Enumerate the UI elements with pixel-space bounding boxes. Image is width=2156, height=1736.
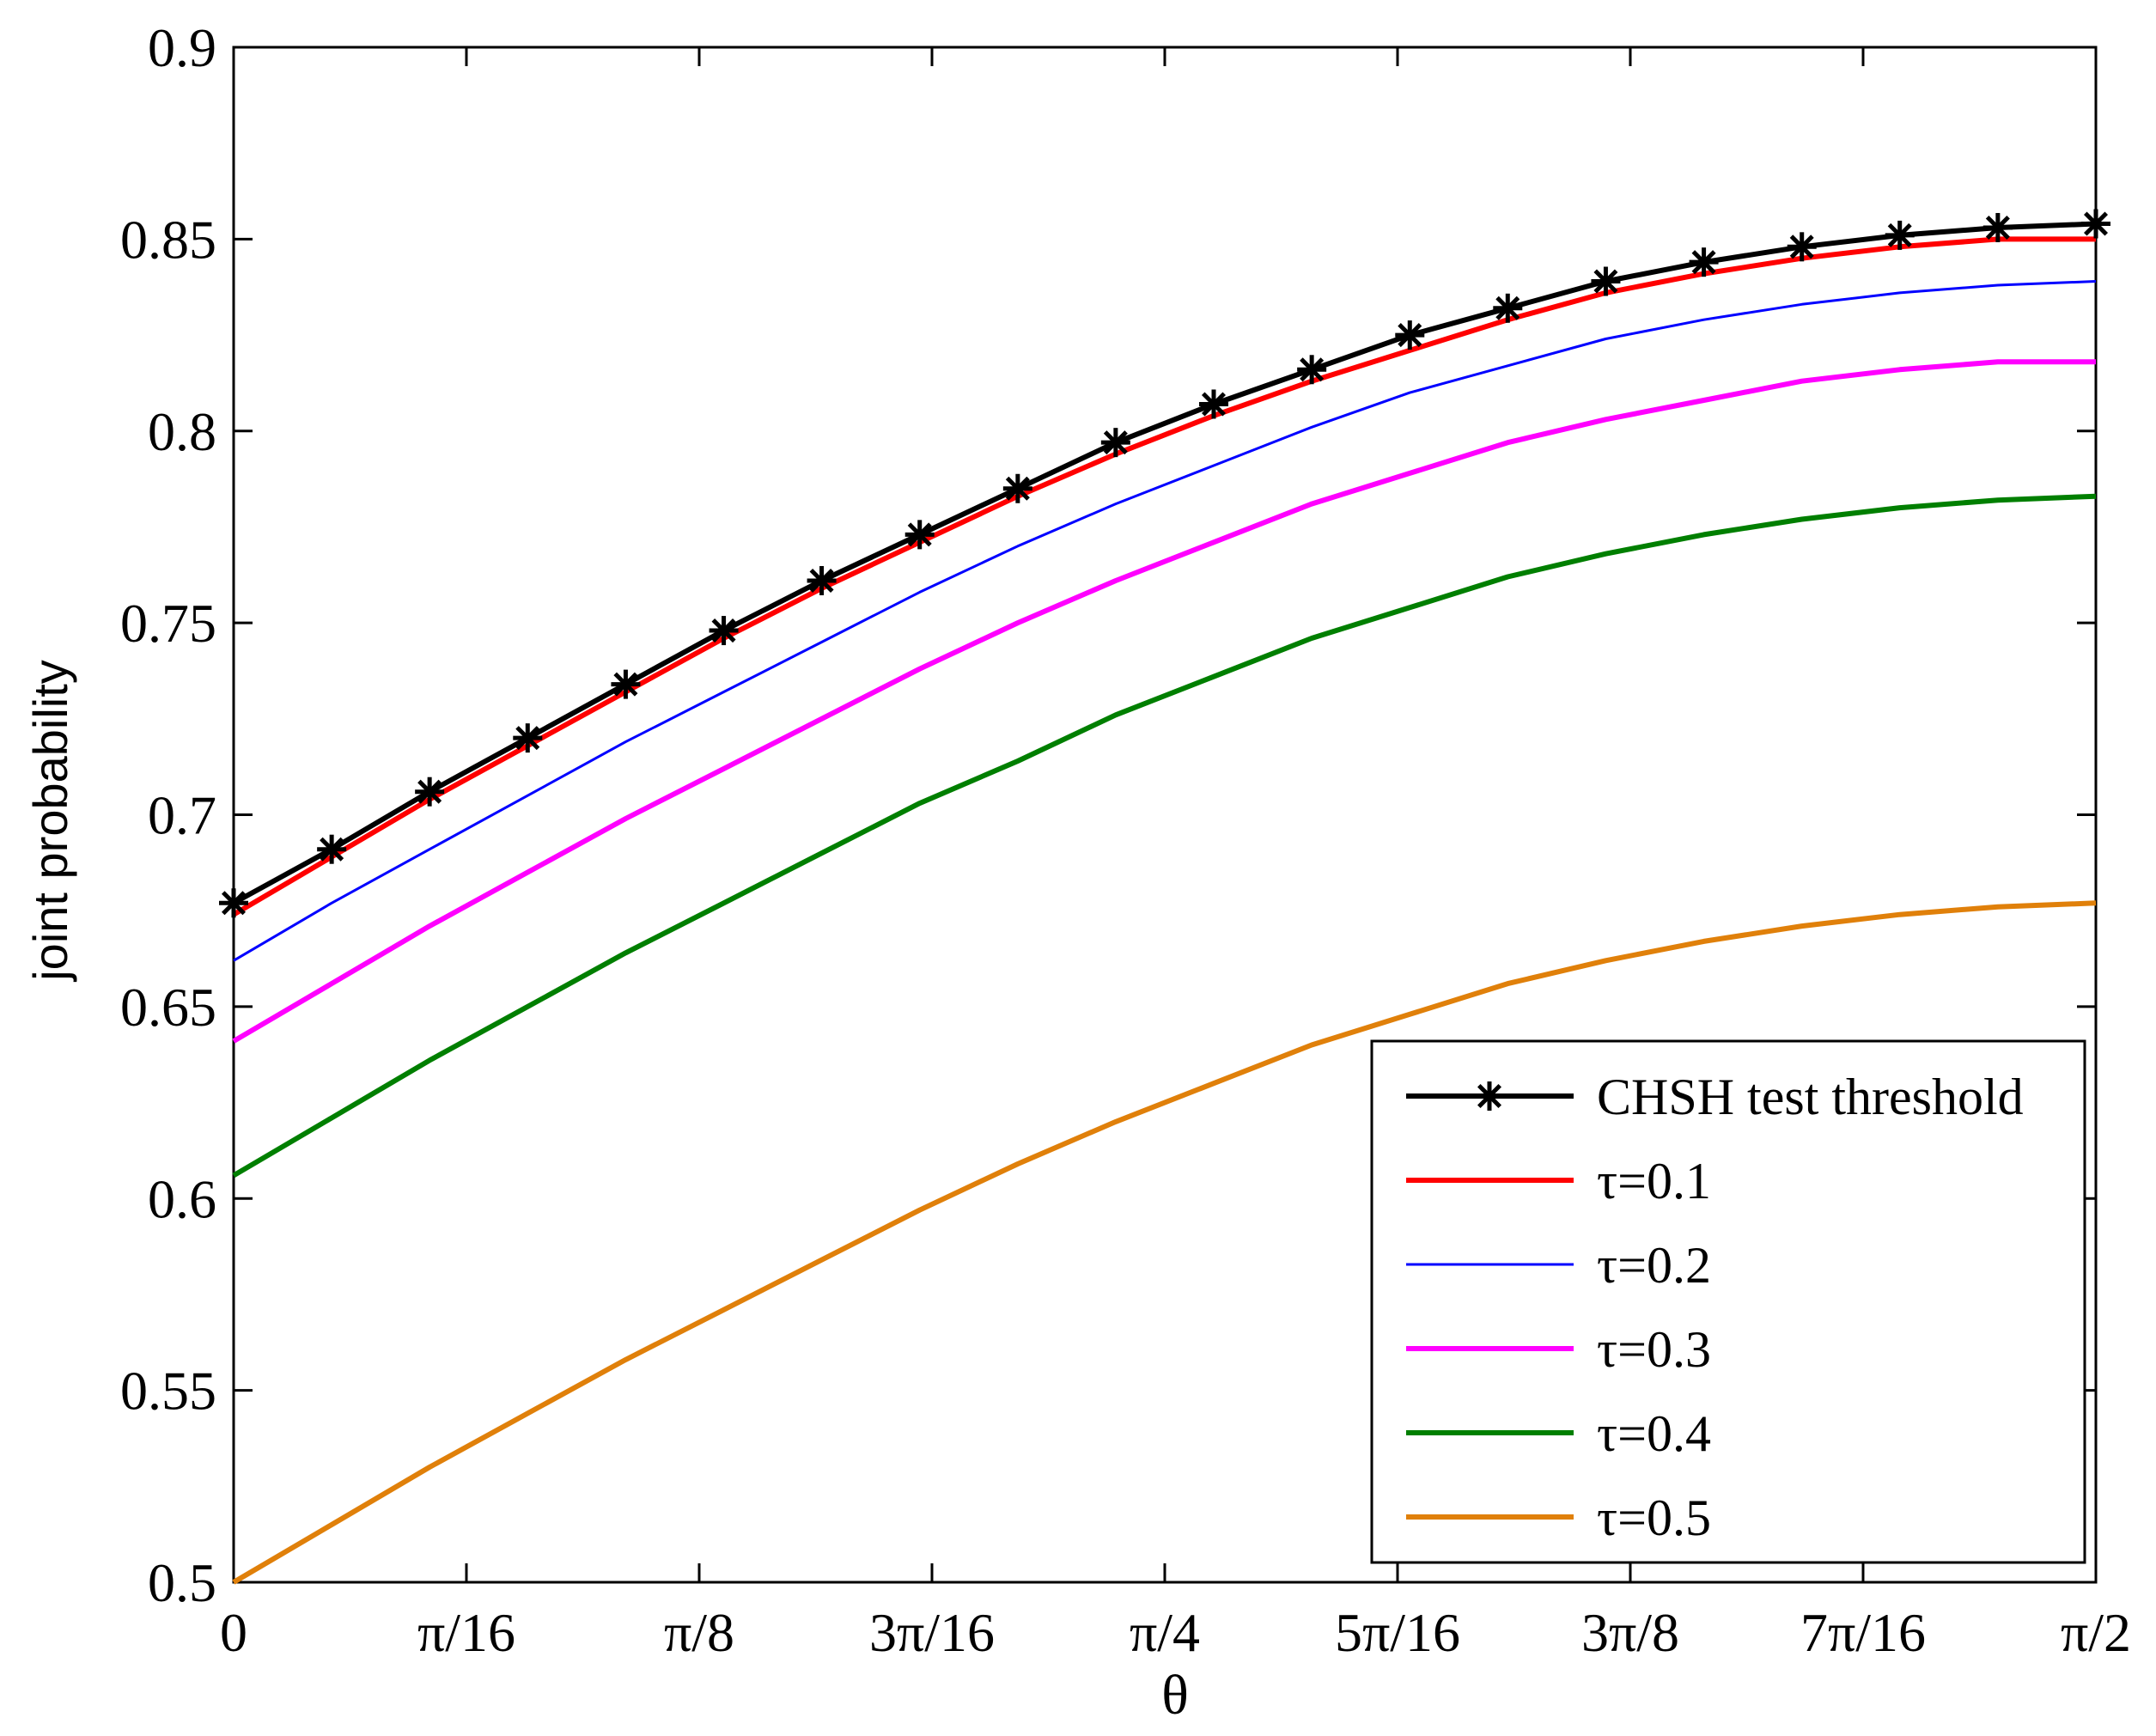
- data-point-marker: [904, 520, 935, 550]
- data-point-marker: [709, 616, 739, 646]
- data-point-marker: [219, 888, 248, 918]
- x-tick-label: π/8: [664, 1602, 734, 1663]
- data-point-marker: [611, 669, 641, 699]
- data-point-marker: [415, 777, 445, 807]
- data-point-marker: [1100, 428, 1130, 458]
- y-tick-label: 0.7: [148, 785, 216, 846]
- data-point-marker: [1199, 389, 1229, 419]
- y-tick-label: 0.5: [148, 1552, 216, 1613]
- y-tick-label: 0.8: [148, 401, 216, 462]
- data-point-marker: [1591, 266, 1621, 296]
- y-tick-label: 0.6: [148, 1168, 216, 1229]
- legend-box: [1370, 1039, 2086, 1564]
- series-line-2: [233, 280, 2097, 962]
- data-point-marker: [513, 723, 543, 753]
- legend-label: τ=0.4: [1597, 1405, 1711, 1462]
- legend-label: CHSH test threshold: [1597, 1069, 2024, 1125]
- y-axis-title: joint probability: [23, 660, 77, 983]
- x-tick-label: 5π/16: [1335, 1602, 1460, 1663]
- x-tick-label: 7π/16: [1800, 1602, 1926, 1663]
- x-tick-label: π/2: [2061, 1602, 2131, 1663]
- data-point-marker: [1395, 320, 1425, 350]
- series-line-4: [232, 493, 2097, 1178]
- y-tick-label: 0.9: [148, 17, 216, 78]
- data-point-marker: [1493, 293, 1523, 323]
- series-line-0: [232, 221, 2097, 905]
- data-point-marker: [807, 565, 837, 595]
- data-point-marker: [1787, 232, 1817, 262]
- data-point-marker: [317, 834, 347, 864]
- legend-label: τ=0.2: [1597, 1237, 1711, 1294]
- x-tick-label: π/16: [417, 1602, 515, 1663]
- legend-label: τ=0.5: [1597, 1489, 1711, 1546]
- data-point-marker: [1002, 473, 1032, 503]
- y-tick-label: 0.65: [120, 977, 216, 1038]
- x-tick-label: 0: [220, 1602, 247, 1663]
- data-point-marker: [2081, 209, 2111, 239]
- y-tick-label: 0.55: [120, 1361, 216, 1422]
- y-tick-label: 0.75: [120, 593, 216, 654]
- x-tick-label: π/4: [1130, 1602, 1200, 1663]
- series-line-3: [232, 359, 2096, 1044]
- x-axis-title: θ: [1161, 1664, 1189, 1727]
- data-point-marker: [1982, 212, 2013, 242]
- legend-label: τ=0.3: [1597, 1321, 1711, 1378]
- legend: CHSH test threshold τ=0.1 τ=0.2 τ=0.3 τ=0.4 τ…: [1370, 1039, 2086, 1564]
- data-point-marker: [1689, 247, 1719, 277]
- legend-marker: [1475, 1081, 1504, 1111]
- y-tick-label: 0.85: [120, 209, 216, 270]
- data-point-marker: [1885, 220, 1915, 250]
- series-line-5: [232, 900, 2097, 1585]
- x-tick-label: 3π/8: [1581, 1602, 1679, 1663]
- x-tick-label: 3π/16: [869, 1602, 995, 1663]
- legend-label: τ=0.1: [1597, 1153, 1711, 1209]
- series-line-1: [232, 236, 2096, 917]
- plot-area: 0.5 0.55 0.6 0.65 0.7 0.75 0.8 0.85 0.9 0 π/16 π/8 3…: [120, 17, 2131, 1663]
- data-point-marker: [1297, 355, 1327, 385]
